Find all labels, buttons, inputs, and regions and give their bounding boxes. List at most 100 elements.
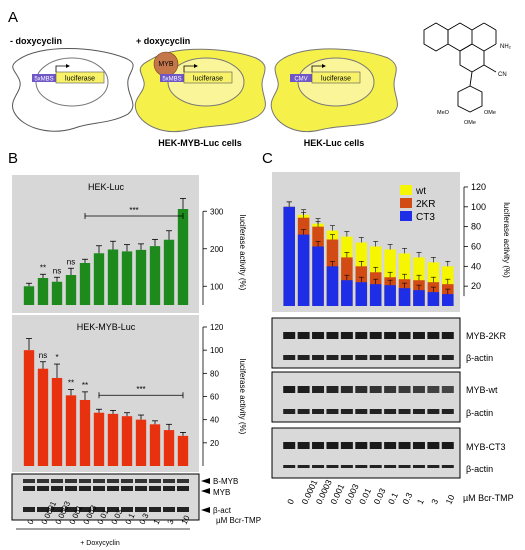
blot-band-actin — [312, 409, 325, 414]
hek-luc-title: HEK-Luc — [88, 182, 125, 192]
blot-band-myb — [93, 486, 105, 491]
panel-b-x-tick-label: 0.3 — [138, 511, 151, 525]
panel-c-bar-ct3 — [413, 290, 425, 306]
blot-band-actin — [340, 465, 353, 468]
hek-myb-luc-bar — [23, 350, 35, 466]
panel-c-x-tick-label: 0.01 — [357, 486, 373, 505]
blot-band-actin — [369, 409, 382, 414]
blot-band-myb — [79, 486, 91, 491]
hek-luc-y-axis-label: luciferase activity (%) — [238, 215, 247, 291]
panel-c-x-tick-label: 0.03 — [371, 486, 387, 505]
blot-band-actin — [107, 507, 119, 512]
hek-luc-y-tick-label: 100 — [210, 282, 224, 291]
blot-band-bmyb — [79, 479, 91, 483]
blot-label-myb: MYB — [213, 488, 230, 497]
blot-band-myb — [312, 332, 325, 339]
blot-band-myb — [398, 442, 411, 449]
panel-c-blots — [283, 332, 454, 468]
blot-label-actin-3: β-actin — [466, 464, 493, 474]
blot-band-bmyb — [177, 479, 189, 483]
blot-band-actin — [398, 355, 411, 360]
blot-band-myb — [427, 442, 440, 449]
blot-arrow-bmyb — [201, 478, 210, 484]
panel-c-y-axis-label: luciferase activity (%) — [502, 202, 511, 278]
panel-c-bar-ct3 — [341, 280, 353, 306]
chemical-structure — [423, 22, 497, 113]
panel-c-x-tick-label: 0.3 — [400, 491, 414, 506]
blot-label-actin-1: β-actin — [466, 353, 493, 363]
molecule-ome-right: OMe — [484, 110, 496, 116]
blot-band-bmyb — [37, 479, 49, 483]
blot-band-actin — [121, 507, 133, 512]
blot-band-actin — [412, 409, 425, 414]
panel-c-x-unit: µM Bcr-TMP — [463, 493, 514, 503]
promoter-box-2 — [160, 74, 184, 82]
panel-c-bar-ct3 — [398, 288, 411, 306]
blot-band-actin — [355, 465, 368, 468]
blot-2kr-box — [271, 317, 461, 369]
hek-luc-bar — [79, 263, 91, 305]
hek-myb-luc-significance: *** — [136, 385, 145, 394]
blot-band-actin — [297, 409, 310, 414]
blot-band-actin — [283, 409, 296, 414]
hek-myb-luc-significance: ns — [39, 351, 47, 360]
blot-ct3-box — [271, 427, 461, 479]
hek-myb-luc-bar — [79, 399, 91, 466]
blot-band-bmyb — [65, 479, 77, 483]
tss-arrow-1 — [55, 65, 66, 72]
blot-band-myb — [384, 442, 397, 449]
hek-myb-luc-significance: * — [55, 353, 58, 362]
legend-label-ct3: CT3 — [416, 212, 435, 223]
hek-luc-bar — [93, 253, 105, 305]
blot-band-myb — [283, 442, 296, 449]
blot-band-actin — [177, 507, 189, 512]
blot-band-actin — [297, 465, 310, 468]
blot-band-actin — [51, 507, 63, 512]
blot-band-myb — [65, 486, 77, 491]
blot-band-actin — [135, 507, 147, 512]
blot-band-bmyb — [51, 479, 63, 483]
blot-band-actin — [283, 355, 296, 360]
panel-c-y-tick-label: 100 — [471, 202, 486, 212]
legend-label-wt: wt — [415, 186, 426, 197]
hek-luc-bar — [37, 278, 49, 305]
hek-myb-luc-bar — [65, 395, 77, 466]
panel-b-x-tick-label: 3 — [166, 518, 176, 526]
blot-band-actin — [369, 465, 382, 468]
blot-band-actin — [441, 409, 454, 414]
blot-label-bact: β-act — [213, 506, 232, 515]
blot-band-actin — [283, 465, 296, 468]
panel-b-x-tick-label: 0.1 — [124, 511, 137, 525]
panel-label-b: B — [8, 150, 18, 167]
promoter-label-1: 5xMBS — [34, 77, 53, 83]
blot-band-myb — [340, 386, 353, 393]
blot-band-myb — [384, 332, 397, 339]
blot-band-myb — [441, 442, 454, 449]
blot-band-myb — [149, 486, 161, 491]
blot-band-myb — [283, 386, 296, 393]
cell-1 — [12, 48, 134, 132]
panel-b-x-tick-label: 10 — [180, 513, 192, 525]
panel-c-y-tick-label: 40 — [471, 261, 481, 271]
hek-luc-bar — [51, 281, 63, 305]
blot-band-actin — [37, 507, 49, 512]
blot-label-myb-wt: MYB-wt — [466, 385, 498, 395]
panel-c-bar-ct3 — [355, 282, 368, 306]
hek-luc-bar — [135, 249, 147, 305]
gene-box-1 — [55, 71, 105, 84]
legend-swatch-ct3 — [400, 211, 412, 221]
tss-arrowhead-1 — [66, 64, 70, 68]
blot-band-myb — [369, 332, 382, 339]
blot-band-actin — [326, 409, 339, 414]
hek-luc-y-tick-label: 300 — [210, 207, 224, 216]
blot-band-actin — [93, 507, 105, 512]
hek-luc-bar — [23, 286, 35, 305]
hek-myb-luc-bar — [177, 435, 189, 466]
promoter-box-3 — [290, 74, 312, 82]
tss-arrowhead-2 — [194, 64, 198, 68]
hek-myb-luc-bar — [37, 368, 49, 466]
hek-luc-bar — [121, 251, 133, 305]
blot-band-bmyb — [107, 479, 119, 483]
molecule-ome-bottom: OMe — [464, 120, 476, 126]
